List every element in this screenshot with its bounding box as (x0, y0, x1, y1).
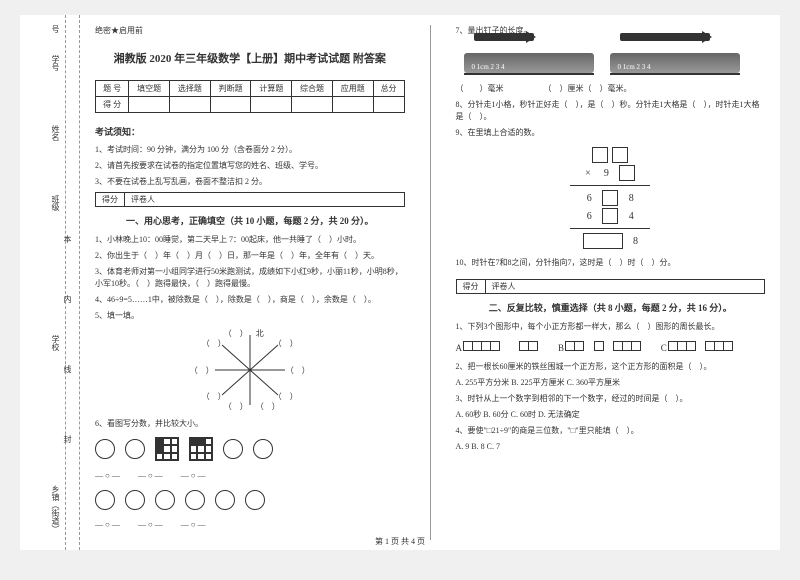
q8: 8、分针走1小格，秒针正好走（ ），是（ ）秒。分针走1大格是（ ），时针走1大… (456, 99, 766, 123)
q1: 1、小林晚上10：00睡觉，第二天早上 7：00起床，他一共睡了（ ）小时。 (95, 234, 405, 246)
bind-lbl: 班级 (50, 195, 61, 211)
opt-b: B (558, 343, 564, 353)
th: 题 号 (96, 81, 129, 97)
q10: 10、时针在7和8之间，分针指向7，这时是（ ）时（ ）分。 (456, 257, 766, 269)
shape-options: A B C (456, 341, 766, 353)
digit: 6 (587, 211, 592, 222)
ruler-answers: （ ）毫米 （ ）厘米（ ）毫米。 (456, 83, 766, 95)
th: 判断题 (210, 81, 251, 97)
s2q3opts: A. 60秒 B. 60分 C. 60时 D. 无法确定 (456, 409, 766, 421)
section1-title: 一、用心思考，正确填空（共 10 小题，每题 2 分，共 20 分）。 (95, 214, 405, 227)
s2q4: 4、要使"□21÷9"的商是三位数，"□"里只能填（ ）。 (456, 425, 766, 437)
s2q1: 1、下列3个图形中，每个小正方形都一样大，那么（ ）图形的周长最长。 (456, 321, 766, 333)
ruler-marks: 0 1cm 2 3 4 (472, 63, 505, 71)
opt-c: C (661, 343, 667, 353)
bind-lbl: 乡镇（街道） (50, 485, 61, 533)
notice-item: 2、请首先按要求在试卷的指定位置填写您的姓名、班级、学号。 (95, 160, 405, 172)
fraction-compare2: — ○ —— ○ —— ○ — (95, 520, 405, 529)
ruler-marks: 0 1cm 2 3 4 (618, 63, 651, 71)
blank: （ ） (224, 401, 248, 412)
content-area: 绝密★启用前 湘教版 2020 年三年级数学【上册】期中考试试题 附答案 题 号… (80, 15, 780, 550)
s2q2: 2、把一根长60厘米的铁丝围城一个正方形，这个正方形的面积是（ ）。 (456, 361, 766, 373)
q3: 3、体育老师对第一小组同学进行50米跑测试，成绩如下小红9秒，小丽11秒，小明8… (95, 266, 405, 290)
score-mini-box: 得分 评卷人 (95, 192, 405, 207)
q5: 5、填一填。 (95, 310, 405, 322)
score-label: 得分 (457, 280, 486, 293)
bind-lbl: 内 (62, 295, 73, 303)
th: 总分 (373, 81, 404, 97)
ruler-1: 0 1cm 2 3 4 (464, 45, 594, 75)
ans2: （ ）厘米（ ）毫米。 (544, 83, 632, 95)
score-mini-box2: 得分 评卷人 (456, 279, 766, 294)
bind-lbl: 姓名 (50, 125, 61, 141)
section2-title: 二、反复比较，慎重选择（共 8 小题，每题 2 分，共 16 分）。 (456, 301, 766, 314)
bind-lbl: 封 (62, 435, 73, 443)
ruler-2: 0 1cm 2 3 4 (610, 45, 740, 75)
ans1: （ ）毫米 (456, 83, 504, 95)
score-table: 题 号 填空题 选择题 判断题 计算题 综合题 应用题 总分 得 分 (95, 80, 405, 113)
th: 综合题 (292, 81, 333, 97)
digit: 8 (629, 193, 634, 204)
grader-label: 评卷人 (486, 280, 522, 293)
q4: 4、46÷9=5……1中，被除数是（ ），除数是（ ），商是（ ），余数是（ ）… (95, 294, 405, 306)
right-column: 7、量出钉子的长度。 0 1cm 2 3 4 0 1cm 2 3 4 （ ）毫米… (456, 25, 766, 540)
digit: 9 (604, 168, 609, 179)
blank: （ ） (224, 328, 248, 339)
th: 应用题 (332, 81, 373, 97)
blank: （ ） (202, 338, 226, 349)
bind-lbl: 学号 (50, 55, 61, 71)
notice-item: 1、考试时间：90 分钟，满分为 100 分（含卷面分 2 分）。 (95, 144, 405, 156)
fraction-diagrams2 (95, 490, 405, 510)
q6: 6、看图写分数，并比较大小。 (95, 418, 405, 430)
s2q4opts: A. 9 B. 8 C. 7 (456, 441, 766, 453)
exam-page: 号 学号 姓名 班级 本 内 学校 线 封 乡镇（街道） 绝密★启用前 湘教版 … (20, 15, 780, 550)
left-column: 绝密★启用前 湘教版 2020 年三年级数学【上册】期中考试试题 附答案 题 号… (95, 25, 405, 540)
blank: （ ） (202, 391, 226, 402)
q2: 2、你出生于（ ）年（ ）月（ ）日，那一年是（ ）年，全年有（ ）天。 (95, 250, 405, 262)
notice-item: 3、不要在试卷上乱写乱画，卷面不整洁扣 2 分。 (95, 176, 405, 188)
blank: （ ） (286, 365, 310, 376)
th: 选择题 (170, 81, 211, 97)
seal-text: 绝密★启用前 (95, 25, 405, 36)
fraction-compare: — ○ —— ○ —— ○ — (95, 471, 405, 480)
opt-a: A (456, 343, 462, 353)
north-label: 北 (256, 328, 264, 339)
compass-diagram: 北 （ ） （ ） （ ） （ ） （ ） （ ） （ ） （ ） （ ） (200, 330, 300, 410)
bind-lbl: 线 (62, 365, 73, 373)
times-sign: × (585, 168, 591, 179)
blank: （ ） (274, 338, 298, 349)
notice-head: 考试须知： (95, 125, 405, 138)
bind-lbl: 本 (62, 235, 73, 243)
digit: 8 (633, 236, 638, 247)
score-label: 得分 (96, 193, 125, 206)
rulers: 0 1cm 2 3 4 0 1cm 2 3 4 (456, 41, 766, 79)
bind-lbl: 号 (50, 25, 61, 33)
exam-title: 湘教版 2020 年三年级数学【上册】期中考试试题 附答案 (95, 50, 405, 66)
th: 填空题 (129, 81, 170, 97)
column-divider (430, 25, 431, 540)
q9: 9、在里填上合适的数。 (456, 127, 766, 139)
blank: （ ） (256, 401, 280, 412)
page-footer: 第 1 页 共 4 页 (20, 536, 780, 547)
digit: 6 (587, 193, 592, 204)
multiplication-box: × 9 6 8 6 4 8 (456, 147, 766, 249)
fraction-diagrams (95, 437, 405, 461)
td: 得 分 (96, 97, 129, 113)
bind-lbl: 学校 (50, 335, 61, 351)
s2q2opts: A. 255平方分米 B. 225平方厘米 C. 360平方厘米 (456, 377, 766, 389)
s2q3: 3、时针从上一个数字到相邻的下一个数字，经过的时间是（ ）。 (456, 393, 766, 405)
th: 计算题 (251, 81, 292, 97)
blank: （ ） (190, 365, 214, 376)
grader-label: 评卷人 (125, 193, 161, 206)
digit: 4 (629, 211, 634, 222)
binding-margin: 号 学号 姓名 班级 本 内 学校 线 封 乡镇（街道） (20, 15, 80, 550)
